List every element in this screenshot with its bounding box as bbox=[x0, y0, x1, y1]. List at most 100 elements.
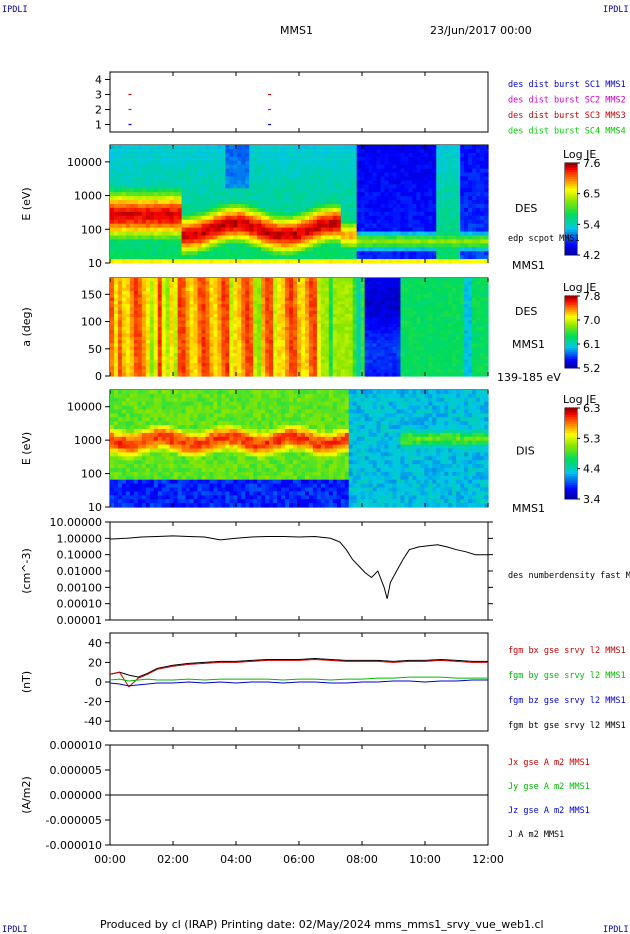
des-energy-spectrogram-cell bbox=[293, 247, 298, 252]
des-energy-spectrogram-cell bbox=[320, 255, 326, 260]
des-pitch-spectrogram-cell bbox=[285, 346, 290, 351]
des-energy-spectrogram-cell bbox=[404, 184, 410, 189]
des-energy-spectrogram-cell bbox=[468, 172, 473, 178]
des-energy-spectrogram-cell bbox=[145, 145, 151, 150]
des-energy-spectrogram-cell bbox=[289, 192, 294, 197]
des-energy-spectrogram-cell bbox=[121, 255, 127, 260]
des-energy-spectrogram-cell bbox=[304, 247, 310, 252]
des-energy-spectrogram-cell bbox=[209, 227, 215, 233]
des-energy-spectrogram-cell bbox=[221, 145, 226, 150]
des-pitch-spectrogram-cell bbox=[237, 320, 242, 325]
des-pitch-spectrogram-cell bbox=[261, 330, 266, 335]
des-pitch-spectrogram-cell bbox=[312, 369, 318, 374]
des-pitch-spectrogram-cell bbox=[157, 333, 163, 338]
des-pitch-spectrogram-cell bbox=[308, 343, 314, 348]
des-energy-spectrogram-cell bbox=[368, 152, 374, 158]
des-energy-spectrogram-cell bbox=[412, 211, 417, 217]
des-pitch-spectrogram-cell bbox=[221, 300, 226, 305]
des-energy-spectrogram-cell bbox=[368, 160, 374, 166]
des-energy-spectrogram-cell bbox=[344, 176, 350, 181]
des-pitch-spectrogram-cell bbox=[157, 281, 163, 286]
des-energy-spectrogram-cell bbox=[304, 231, 310, 237]
des-pitch-spectrogram-cell bbox=[201, 287, 207, 292]
des-pitch-spectrogram-cell bbox=[388, 372, 394, 377]
des-energy-spectrogram-cell bbox=[340, 164, 346, 170]
des-energy-spectrogram-cell bbox=[308, 227, 314, 233]
des-energy-spectrogram-cell bbox=[257, 188, 262, 193]
des-pitch-spectrogram-cell bbox=[113, 362, 119, 367]
des-energy-spectrogram-cell bbox=[412, 200, 417, 205]
des-energy-spectrogram-cell bbox=[436, 196, 441, 201]
des-pitch-spectrogram-cell bbox=[217, 327, 223, 331]
des-energy-spectrogram-cell bbox=[480, 231, 485, 237]
des-energy-spectrogram-cell bbox=[285, 211, 290, 217]
des-energy-spectrogram-cell bbox=[161, 227, 167, 233]
des-energy-spectrogram-cell bbox=[388, 251, 394, 256]
des-pitch-spectrogram-cell bbox=[376, 317, 382, 322]
des-energy-spectrogram-cell bbox=[157, 207, 163, 213]
des-energy-spectrogram-cell bbox=[205, 255, 211, 260]
des-pitch-spectrogram-cell bbox=[249, 333, 254, 338]
des-energy-spectrogram-cell bbox=[332, 148, 338, 154]
des-pitch-spectrogram-cell bbox=[117, 320, 123, 325]
des-pitch-spectrogram-cell bbox=[360, 317, 366, 322]
des-pitch-spectrogram-cell bbox=[304, 313, 310, 318]
des-pitch-spectrogram-cell bbox=[328, 304, 334, 308]
des-energy-spectrogram-cell bbox=[169, 223, 175, 229]
des-pitch-spectrogram-cell bbox=[241, 291, 246, 295]
des-energy-spectrogram-cell bbox=[281, 227, 286, 233]
des-pitch-spectrogram-cell bbox=[300, 359, 306, 364]
des-pitch-spectrogram-cell bbox=[300, 372, 306, 377]
des-energy-spectrogram-cell bbox=[197, 215, 203, 221]
des-pitch-spectrogram-cell bbox=[360, 300, 366, 305]
des-pitch-spectrogram-cell bbox=[308, 307, 314, 312]
des-pitch-spectrogram-cell bbox=[312, 284, 318, 289]
des-energy-spectrogram-cell bbox=[213, 204, 219, 209]
des-energy-spectrogram-cell bbox=[201, 168, 207, 174]
des-pitch-spectrogram-cell bbox=[372, 333, 378, 338]
des-pitch-spectrogram-cell bbox=[380, 327, 386, 331]
des-energy-spectrogram-cell bbox=[125, 145, 131, 150]
des-pitch-spectrogram-cell bbox=[141, 320, 147, 325]
des-energy-spectrogram-cell bbox=[193, 207, 199, 213]
des-energy-spectrogram-cell bbox=[424, 184, 429, 189]
des-pitch-spectrogram-cell bbox=[380, 336, 386, 341]
des-energy-spectrogram-cell bbox=[480, 180, 485, 185]
des-pitch-spectrogram-cell bbox=[249, 336, 254, 341]
des-energy-spectrogram-cell bbox=[324, 188, 330, 193]
des-pitch-spectrogram-cell bbox=[376, 353, 382, 357]
des-energy-spectrogram-cell bbox=[285, 219, 290, 225]
des-energy-spectrogram-cell bbox=[360, 160, 366, 166]
des-energy-spectrogram-cell bbox=[297, 223, 302, 229]
des-energy-spectrogram-cell bbox=[149, 231, 155, 237]
des-pitch-spectrogram-cell bbox=[289, 359, 294, 364]
des-energy-spectrogram-cell bbox=[308, 148, 314, 154]
des-pitch-spectrogram-cell bbox=[340, 330, 346, 335]
des-energy-spectrogram-cell bbox=[364, 235, 370, 240]
des-energy-spectrogram-cell bbox=[165, 172, 171, 178]
des-energy-spectrogram-cell bbox=[412, 235, 417, 240]
des-energy-spectrogram-cell bbox=[304, 168, 310, 174]
des-pitch-spectrogram-cell bbox=[209, 284, 215, 289]
des-pitch-spectrogram-cell bbox=[328, 278, 334, 282]
des-pitch-spectrogram-cell bbox=[285, 313, 290, 318]
des-energy-spectrogram-cell bbox=[416, 164, 421, 170]
des-energy-spectrogram-cell bbox=[312, 145, 318, 150]
des-energy-spectrogram-cell bbox=[229, 172, 234, 178]
des-pitch-spectrogram-cell bbox=[169, 336, 175, 341]
des-pitch-spectrogram-cell bbox=[229, 304, 234, 308]
des-energy-spectrogram-cell bbox=[444, 188, 449, 193]
des-energy-spectrogram-cell bbox=[237, 172, 242, 178]
des-energy-spectrogram-cell bbox=[181, 172, 187, 178]
des-energy-spectrogram-cell bbox=[177, 160, 183, 166]
des-energy-spectrogram-cell bbox=[408, 200, 413, 205]
des-energy-spectrogram-cell bbox=[197, 227, 203, 233]
des-energy-spectrogram-cell bbox=[137, 255, 143, 260]
des-pitch-spectrogram-cell bbox=[209, 353, 215, 357]
des-energy-spectrogram-cell bbox=[392, 204, 398, 209]
des-energy-spectrogram-cell bbox=[360, 196, 366, 201]
des-energy-spectrogram-cell bbox=[388, 243, 394, 248]
des-energy-spectrogram-cell bbox=[141, 204, 147, 209]
des-energy-spectrogram-cell bbox=[472, 227, 477, 233]
des-energy-spectrogram-cell bbox=[404, 172, 410, 178]
